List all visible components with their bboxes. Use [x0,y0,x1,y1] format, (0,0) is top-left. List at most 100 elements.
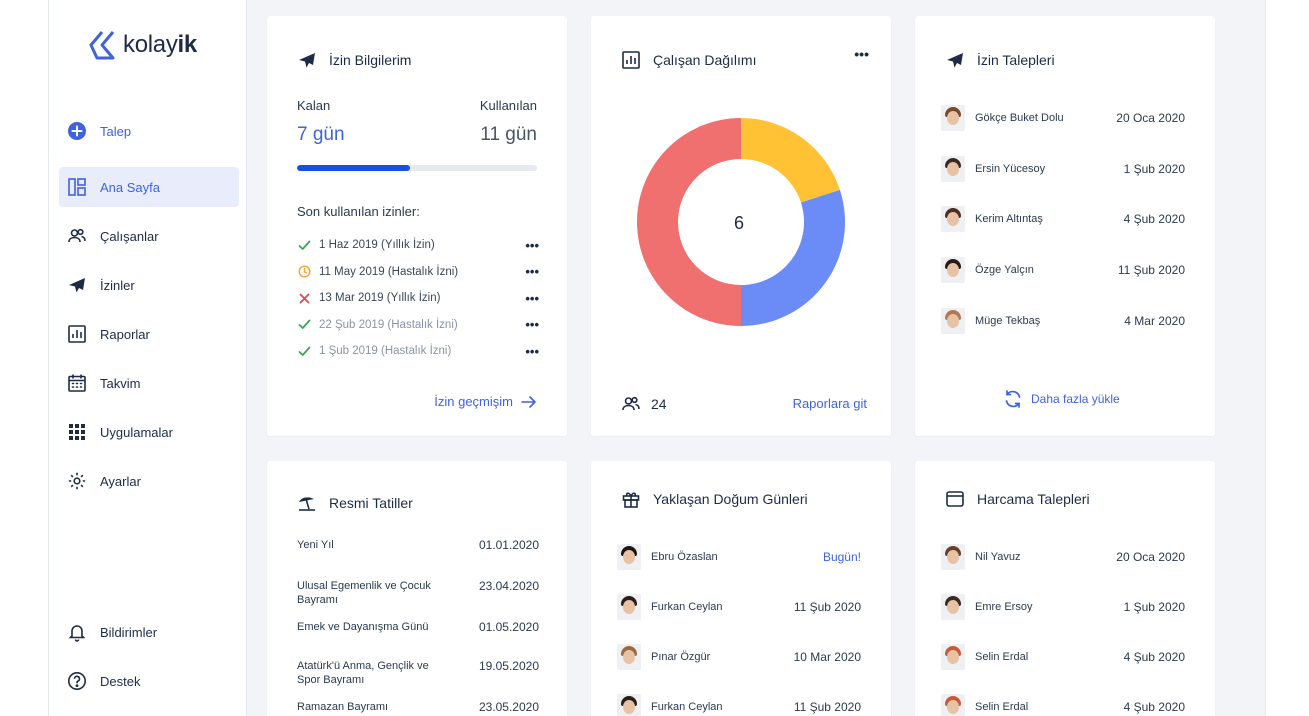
sidebar-item-uygulamalar[interactable]: Uygulamalar [59,412,239,452]
avatar [617,594,641,620]
list-item[interactable]: Kerim Altıntaş 4 Şub 2020 [941,206,1185,233]
person-date: Bugün! [822,550,861,564]
check-icon [298,346,310,356]
avatar [617,694,641,716]
person-date: 10 Mar 2020 [793,650,861,664]
distribution-card: Çalışan Dağılımı ••• 6 24 Raporlara git [591,16,891,436]
sidebar-item-bildirimler[interactable]: Bildirimler [59,612,239,652]
person-name: Selin Erdal [975,701,1029,713]
calendar-icon [67,373,87,393]
list-item[interactable]: Gökçe Buket Dolu 20 Oca 2020 [941,105,1185,131]
holiday-name: Ramazan Bayramı [297,701,389,713]
list-item[interactable]: Pınar Özgür 10 Mar 2020 [617,644,861,670]
reports-link[interactable]: Raporlara git [792,396,867,411]
remaining-value: 7 gün [297,124,345,145]
leave-progress-bar [297,165,537,171]
arrow-right-icon [521,395,536,408]
donut-slice-2[interactable] [637,118,741,326]
donut-center-value: 6 [734,213,745,233]
sidebar-item-ayarlar[interactable]: Ayarlar [59,461,239,501]
kolayik-logo[interactable]: kolayik [87,28,197,62]
holiday-date: 23.04.2020 [478,579,539,593]
row-more-button[interactable]: ••• [525,237,539,253]
load-more-button[interactable]: Daha fazla yükle [1003,389,1120,409]
row-more-button[interactable]: ••• [525,290,539,306]
holiday-name: Emek ve Dayanışma Günü [297,621,429,633]
list-item[interactable]: Selin Erdal 4 Şub 2020 [941,644,1185,670]
card-title: Çalışan Dağılımı [653,52,757,68]
list-item[interactable]: Müge Tekbaş 4 Mar 2020 [941,307,1185,334]
dashboard-icon [67,177,87,197]
beach-umbrella-icon [299,497,315,511]
holiday-name: Ulusal Egemenlik ve Çocuk Bayramı [297,580,431,606]
list-item[interactable]: Selin Erdal 4 Şub 2020 [941,694,1185,716]
list-item: Atatürk'ü Anma, Gençlik ve Spor Bayramı 1… [297,659,539,687]
help-icon [67,671,87,691]
person-name: Furkan Ceylan [651,601,723,613]
sidebar-item-takvim[interactable]: Takvim [59,363,239,403]
donut-slice-0[interactable] [741,118,840,203]
app-window: kolayik Talep Ana Sayfa Çalışanlar İzinl [48,0,1266,716]
holiday-date: 01.05.2020 [478,620,539,634]
sidebar-item-label: Takvim [100,375,141,391]
leave-progress-fill [297,165,410,171]
card-title: Harcama Talepleri [977,491,1090,507]
list-item[interactable]: Furkan Ceylan 11 Şub 2020 [617,694,861,716]
list-item: Ramazan Bayramı 23.05.2020 [297,700,539,714]
logo-text: kolayik [123,31,197,58]
sidebar-item-label: Ana Sayfa [100,179,160,195]
list-item: 22 Şub 2019 (Hastalık İzni) ••• [297,316,539,334]
avatar [941,206,965,233]
birthdays-card: Yaklaşan Doğum Günleri Ebru Özaslan Bugün… [591,461,891,716]
list-item[interactable]: Furkan Ceylan 11 Şub 2020 [617,594,861,620]
talep-label: Talep [100,123,132,139]
person-date: 4 Mar 2020 [1124,313,1185,328]
list-item[interactable]: Ersin Yücesoy 1 Şub 2020 [941,155,1185,182]
row-more-button[interactable]: ••• [525,317,539,332]
leave-info-card: İzin Bilgilerim Kalan Kullanılan 7 gün 1… [267,16,567,436]
sidebar-item-calisanlar[interactable]: Çalışanlar [59,216,239,256]
bell-icon [67,622,87,642]
leave-requests-card: İzin Talepleri Gökçe Buket Dolu 20 Oca 20… [915,16,1215,436]
avatar [941,594,965,620]
distribution-header: Çalışan Dağılımı [621,50,756,70]
recent-leaves-title: Son kullanılan izinler: [297,204,420,219]
row-more-button[interactable]: ••• [525,264,539,279]
airplane-icon [947,53,963,68]
sidebar-item-destek[interactable]: Destek [59,661,239,701]
sidebar-item-ana-sayfa[interactable]: Ana Sayfa [59,167,239,207]
holiday-date: 19.05.2020 [478,659,539,673]
cross-icon [299,293,309,303]
check-icon [298,240,310,250]
employee-count-value: 24 [651,396,667,412]
sidebar-item-izinler[interactable]: İzinler [59,265,239,305]
leave-status [297,291,311,305]
list-item[interactable]: Ebru Özaslan Bugün! [617,544,861,570]
remaining-label: Kalan [297,98,331,113]
leave-history-link[interactable]: İzin geçmişim [434,394,537,409]
leave-history-label: İzin geçmişim [434,394,513,409]
list-item[interactable]: Nil Yavuz 20 Oca 2020 [941,544,1185,570]
employee-distribution-donut [637,118,845,326]
list-item[interactable]: Emre Ersoy 1 Şub 2020 [941,594,1185,620]
leave-status [297,265,311,279]
card-title: Resmi Tatiller [329,495,413,511]
sidebar-item-label: Raporlar [100,326,150,342]
list-item: Yeni Yıl 01.01.2020 [297,538,539,552]
person-date: 4 Şub 2020 [1123,212,1185,227]
list-item[interactable]: Özge Yalçın 11 Şub 2020 [941,257,1185,284]
chart-icon [67,324,87,344]
load-more-label: Daha fazla yükle [1031,392,1120,406]
talep-button[interactable]: Talep [59,111,239,151]
sidebar-item-label: Ayarlar [100,473,141,489]
leave-text: 1 Haz 2019 (Yıllık İzin) [319,239,435,251]
sidebar-item-raporlar[interactable]: Raporlar [59,314,239,354]
used-label: Kullanılan [479,98,537,113]
person-date: 11 Şub 2020 [793,600,861,614]
users-icon [67,226,87,246]
row-more-button[interactable]: ••• [525,343,539,359]
users-icon [622,396,640,411]
person-name: Gökçe Buket Dolu [975,112,1064,124]
distribution-menu-button[interactable]: ••• [854,46,869,62]
donut-slice-1[interactable] [741,189,845,326]
